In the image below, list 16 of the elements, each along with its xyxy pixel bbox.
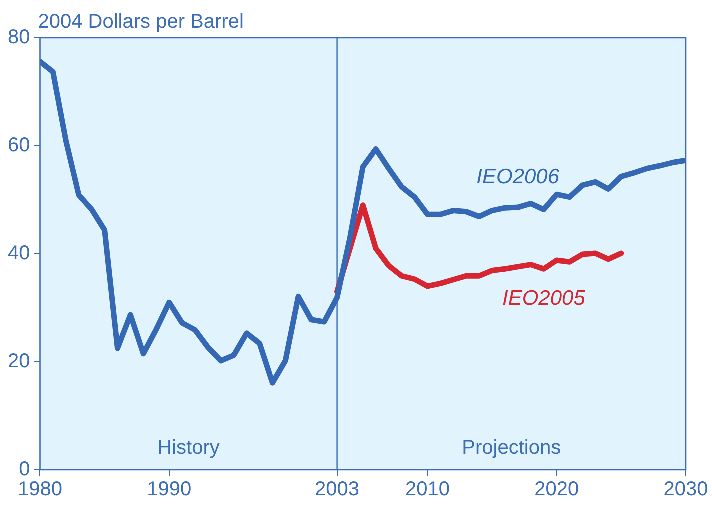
x-tick-label: 1990	[147, 478, 192, 501]
x-tick-label: 2020	[534, 478, 580, 501]
x-tick-label: 1980	[18, 478, 62, 501]
y-tick-label: 40	[8, 242, 30, 265]
y-tick-label: 0	[19, 458, 30, 481]
y-axis-title: 2004 Dollars per Barrel	[38, 11, 244, 33]
y-tick-label: 20	[8, 350, 30, 373]
series-label: IEO2005	[502, 287, 586, 310]
band-label: History	[158, 437, 220, 459]
series-label: IEO2006	[476, 166, 560, 189]
band-label: Projections	[462, 437, 562, 459]
x-tick-label: 2010	[405, 478, 450, 501]
x-tick-label: 2030	[664, 478, 708, 501]
x-tick-label: 2003	[315, 478, 360, 501]
y-tick-label: 80	[8, 26, 30, 49]
y-tick-label: 60	[8, 134, 30, 157]
